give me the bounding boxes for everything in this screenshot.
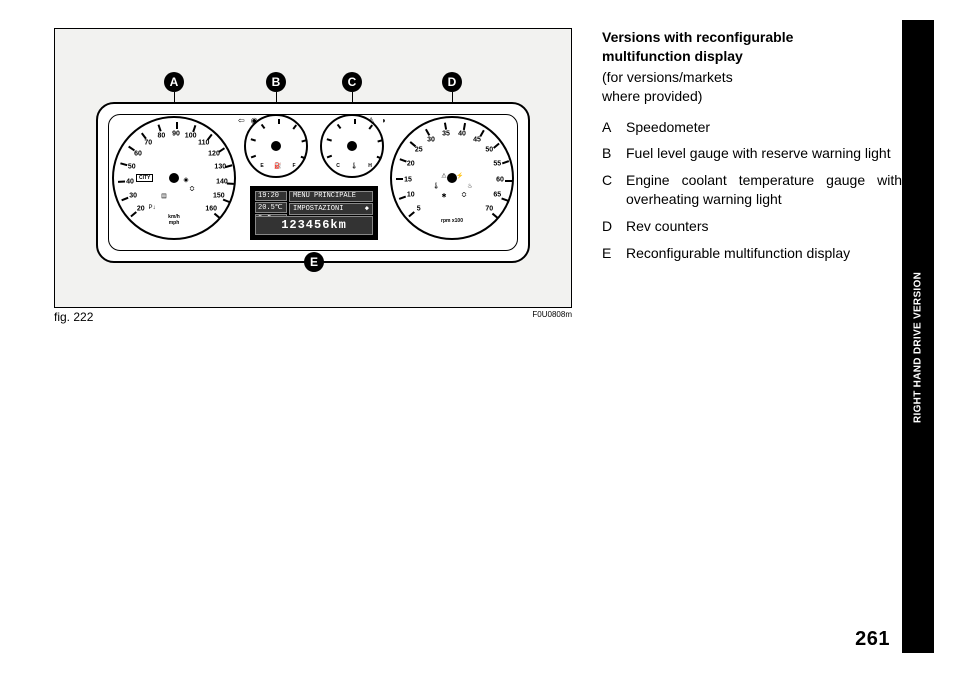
temp-cold: C [336, 163, 340, 169]
callout-e: E [304, 252, 324, 272]
callout-a: A [164, 72, 184, 92]
lcd-temp: 20.5℃ [255, 202, 287, 213]
legend-item: D Rev counters [602, 217, 902, 236]
text-column: Versions with reconfigurable multifuncti… [602, 28, 902, 324]
callout-d: D [442, 72, 462, 92]
figure-frame: A B C D E ⇦ ◉ ✱ ⇨ ■ [54, 28, 572, 308]
lcd-menu-title: MENU PRINCIPALE [289, 191, 373, 203]
fuel-pump-icon: ⛽ [274, 162, 281, 169]
fuel-gauge: E F ⛽ [244, 114, 308, 178]
turn-left-icon: ⇦ [238, 116, 245, 125]
temp-icon: 🌡 [350, 162, 358, 169]
lcd-odometer: 123456km [255, 216, 373, 235]
legend-item: B Fuel level gauge with reserve warning … [602, 144, 902, 163]
figure-code: F0U0808m [532, 310, 572, 319]
section-subtitle: (for versions/markets where provided) [602, 68, 902, 106]
multifunction-display: 19:20 20.5℃ 2 ⛭ MENU PRINCIPALE IMPOSTAZ… [250, 186, 378, 240]
lcd-menu-item: IMPOSTAZIONI◆ [289, 203, 373, 215]
section-tab: RIGHT HAND DRIVE VERSION [902, 20, 934, 653]
rev-counter: rpm x100 ⚠ 🌡 ✱ ⚡ ♨ ⛭ 5101520253035404550… [390, 116, 514, 240]
instrument-cluster: A B C D E ⇦ ◉ ✱ ⇨ ■ [88, 66, 538, 271]
temp-gauge: C H 🌡 [320, 114, 384, 178]
fuel-full: F [292, 163, 295, 169]
legend-item: E Reconfigurable multifunction display [602, 244, 902, 263]
figure-caption: fig. 222 [54, 310, 93, 324]
legend-item: A Speedometer [602, 118, 902, 137]
page-number: 261 [855, 628, 890, 651]
indicator-icon: ◑ [381, 116, 386, 125]
figure-column: A B C D E ⇦ ◉ ✱ ⇨ ■ [54, 28, 574, 324]
section-tab-label: RIGHT HAND DRIVE VERSION [913, 391, 924, 423]
callout-c: C [342, 72, 362, 92]
fuel-empty: E [260, 163, 263, 169]
speedometer: CITY km/hmph ◉ ⛭ ▤ P↓ 203040506070809010… [112, 116, 236, 240]
speedo-units: km/hmph [168, 214, 180, 226]
legend-list: A Speedometer B Fuel level gauge with re… [602, 118, 902, 263]
tach-units: rpm x100 [441, 218, 463, 224]
section-title: Versions with reconfigurable multifuncti… [602, 28, 902, 66]
callout-b: B [266, 72, 286, 92]
lcd-time: 19:20 [255, 191, 287, 201]
legend-item: C Engine coolant temperature gauge with … [602, 171, 902, 209]
temp-hot: H [368, 163, 372, 169]
